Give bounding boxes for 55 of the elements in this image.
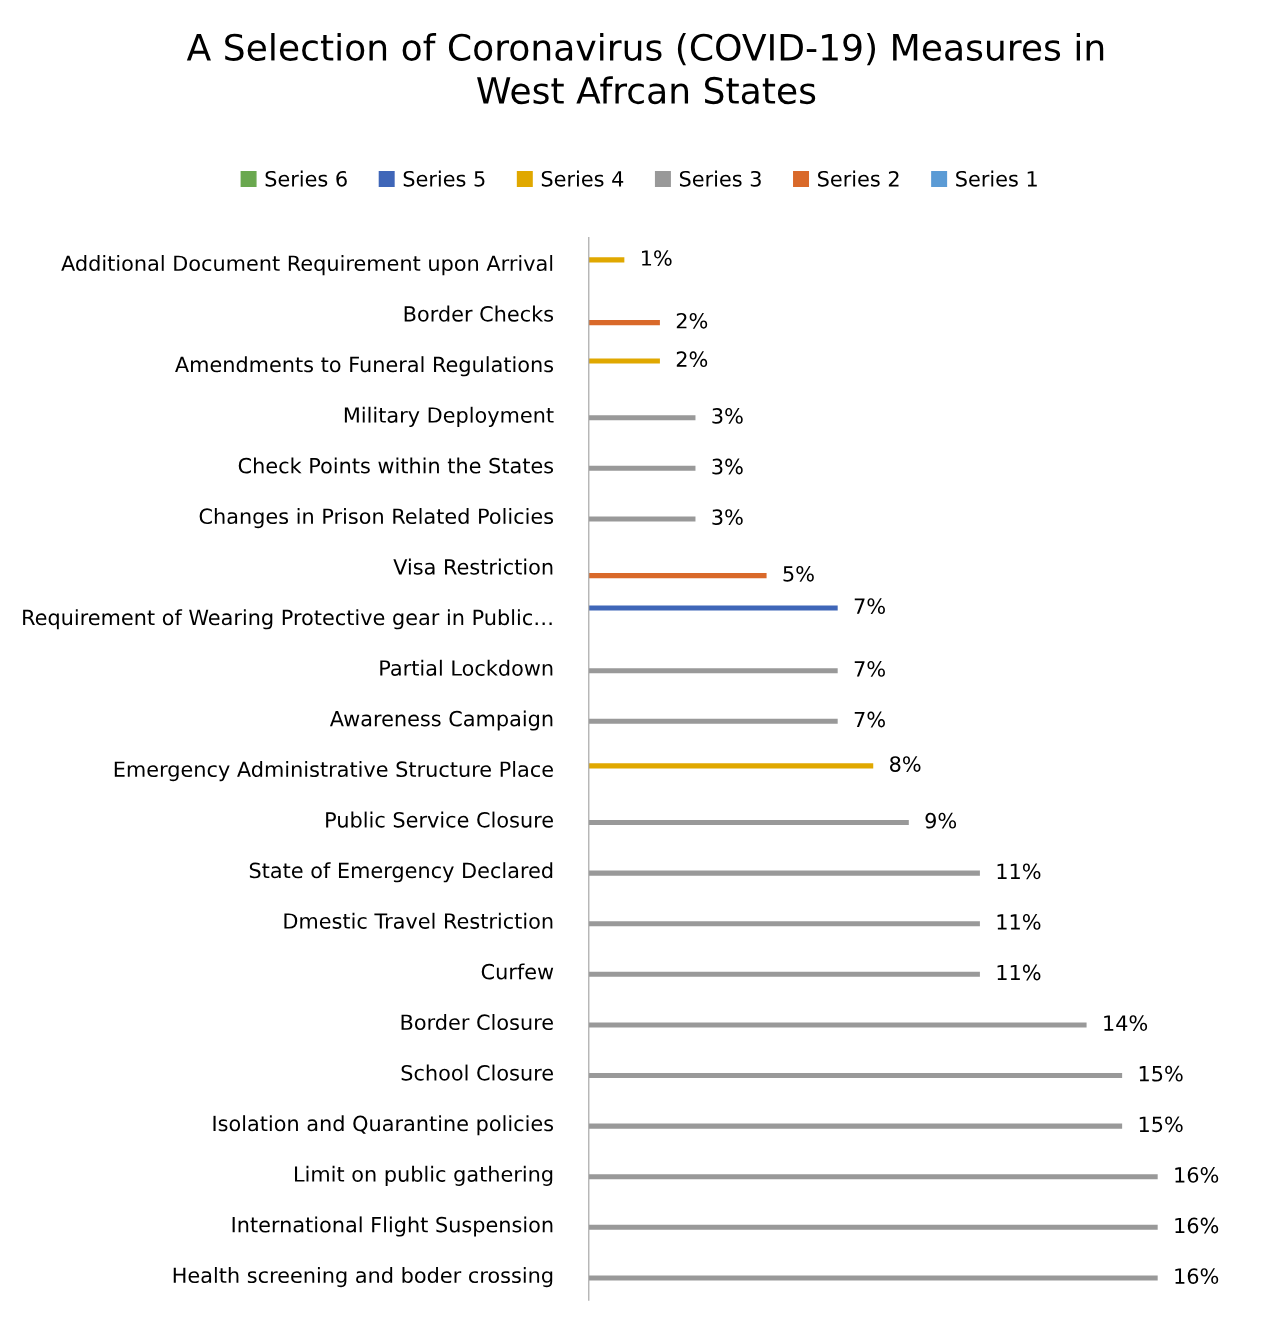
data-label: 11% [997, 964, 1041, 981]
data-label: 3% [712, 458, 743, 475]
data-label: 16% [1175, 1167, 1219, 1183]
data-label: 7% [854, 711, 885, 728]
y-tick-label: Awareness Campaign [329, 710, 553, 731]
bar [588, 573, 767, 579]
y-tick-label: Emergency Administrative Structure Place [114, 760, 553, 782]
data-label: 15% [1139, 1116, 1183, 1133]
y-tick-label: Limit on public gathering [295, 1165, 553, 1186]
legend-label: Series 6 [265, 170, 347, 187]
y-tick-label: School Closure [401, 1064, 553, 1081]
data-label: 16% [1175, 1217, 1219, 1234]
data-label: 2% [676, 351, 708, 368]
data-label: 14% [1104, 1015, 1148, 1031]
bar [588, 763, 874, 769]
data-label: 11% [997, 914, 1041, 930]
y-tick-label: Visa Restriction [393, 558, 553, 575]
y-tick-label: Requirement of Wearing Protective gear in Public… [23, 609, 552, 630]
data-label: 16% [1175, 1268, 1219, 1284]
bar [588, 605, 838, 611]
y-tick-label: Partial Lockdown [380, 659, 553, 676]
data-label: 5% [783, 565, 814, 582]
y-tick-label: Public Service Closure [326, 811, 553, 828]
data-label: 7% [854, 661, 885, 677]
legend-label: Series 1 [956, 170, 1037, 187]
y-tick-label: State of Emergency Declared [249, 862, 553, 883]
data-label: 8% [890, 756, 921, 772]
y-tick-label: Additional Document Requirement upon Arrival [61, 254, 553, 276]
data-label: 1% [642, 250, 672, 266]
data-label: 15% [1139, 1065, 1183, 1082]
y-tick-label: International Flight Suspension [232, 1216, 553, 1237]
y-tick-label: Military Deployment [344, 406, 554, 427]
bar [588, 320, 660, 326]
bar [588, 358, 660, 364]
data-label: 2% [676, 312, 708, 329]
y-tick-label: Curfew [481, 963, 554, 980]
data-label: 9% [925, 812, 957, 829]
data-label: 3% [712, 509, 743, 525]
y-tick-label: Border Checks [404, 305, 554, 322]
y-tick-label: Amendments to Funeral Regulations [175, 356, 554, 377]
legend-label: Series 2 [818, 170, 899, 187]
y-tick-label: Dmestic Travel Restriction [284, 912, 553, 929]
y-tick-label: Isolation and Quarantine policies [213, 1115, 554, 1136]
data-label: 11% [997, 863, 1041, 880]
legend-label: Series 5 [403, 170, 485, 187]
y-tick-label: Changes in Prison Related Policies [199, 507, 554, 529]
bar [588, 257, 625, 263]
data-label: 7% [854, 598, 885, 615]
y-tick-label: Health screening and boder crossing [173, 1266, 553, 1288]
y-tick-label: Check Points within the States [238, 457, 554, 474]
legend-label: Series 4 [541, 170, 624, 187]
y-tick-label: Border Closure [401, 1013, 553, 1031]
chart-title: A Selection of Coronavirus (COVID-19) Measures in West Afrcan States [186, 33, 1104, 105]
data-label: 3% [712, 408, 743, 424]
legend-label: Series 3 [679, 170, 761, 187]
